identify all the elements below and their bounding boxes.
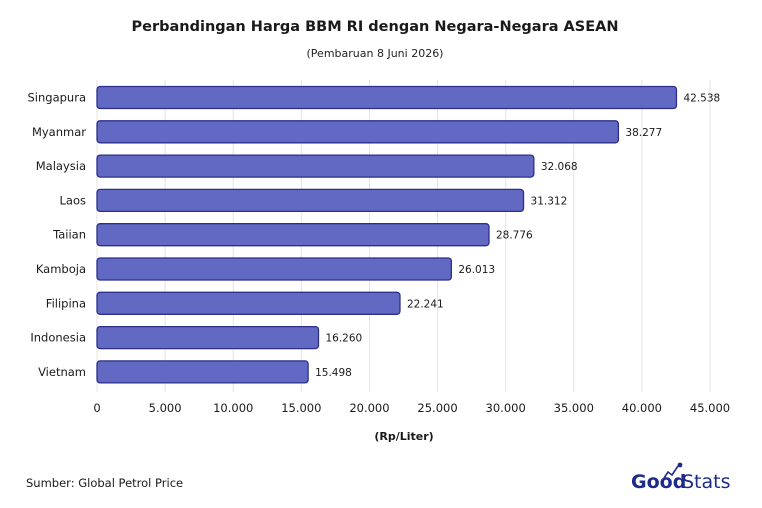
x-tick-label: 20.000 (349, 401, 389, 415)
bar (96, 154, 535, 178)
category-label: Kamboja (36, 262, 86, 276)
category-label: Taiian (52, 228, 86, 242)
value-labels: 42.538 38.277 32.068 31.312 28.776 26.013 22.2… (315, 93, 720, 379)
category-labels: Singapura Myanmar Malaysia Laos Taiian Kamboj… (28, 91, 87, 379)
value-label: 28.776 (496, 230, 533, 242)
x-tick-label: 10.000 (213, 401, 253, 415)
category-label: Singapura (28, 91, 87, 105)
x-tick-label: 15.000 (281, 401, 321, 415)
category-label: Laos (60, 193, 86, 207)
logo-trend-dot (677, 462, 683, 468)
bar (96, 291, 401, 315)
x-tick-labels: 0 5.000 10.000 15.000 20.000 25.000 30.000 35.0… (93, 401, 730, 415)
goodstats-logo: Good Stats (631, 462, 731, 493)
value-label: 38.277 (625, 127, 662, 139)
bar (96, 325, 320, 350)
category-label: Myanmar (32, 125, 86, 139)
bar (96, 223, 490, 247)
bar (96, 120, 620, 144)
logo-good-text: Good (631, 471, 686, 493)
bar (96, 360, 309, 384)
x-tick-label: 45.000 (690, 401, 730, 415)
value-label: 31.312 (531, 195, 568, 207)
x-tick-label: 35.000 (554, 401, 594, 415)
bar (96, 257, 453, 281)
category-label: Filipina (46, 296, 86, 310)
chart-subtitle: (Pembaruan 8 Juni 2026) (307, 47, 444, 60)
bar (96, 188, 525, 213)
value-label: 42.538 (683, 93, 720, 105)
category-label: Vietnam (38, 365, 86, 379)
bar (96, 85, 678, 110)
chart-title: Perbandingan Harga BBM RI dengan Negara-… (132, 19, 619, 35)
x-axis-label: (Rp/Liter) (374, 430, 433, 443)
x-tick-label: 40.000 (622, 401, 662, 415)
x-tick-label: 30.000 (486, 401, 526, 415)
x-tick-label: 25.000 (417, 401, 457, 415)
value-label: 32.068 (541, 161, 578, 173)
category-label: Malaysia (36, 159, 86, 173)
logo-stats-text: Stats (682, 471, 731, 493)
value-label: 22.241 (407, 298, 444, 310)
x-tick-label: 5.000 (149, 401, 182, 415)
source-note: Sumber: Global Petrol Price (26, 476, 183, 490)
value-label: 16.260 (325, 333, 362, 345)
value-label: 26.013 (458, 264, 495, 276)
logo-trend-icon (663, 465, 679, 479)
value-label: 15.498 (315, 367, 352, 379)
x-tick-label: 0 (93, 401, 100, 415)
category-label: Indonesia (30, 331, 86, 345)
bars (96, 85, 678, 384)
